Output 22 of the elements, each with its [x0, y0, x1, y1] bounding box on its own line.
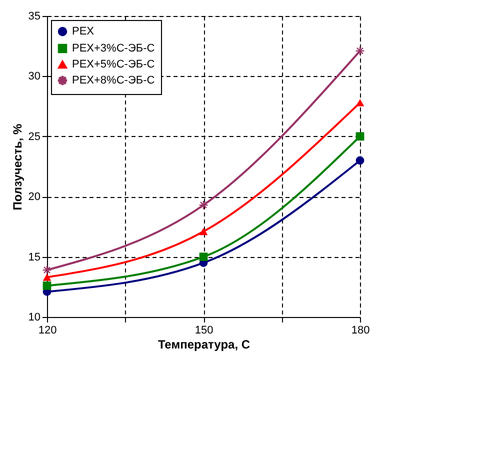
y-tick-label: 35 — [28, 10, 40, 22]
point — [356, 132, 364, 141]
point — [199, 228, 208, 236]
point — [42, 274, 52, 281]
x-tick-label: 150 — [194, 324, 214, 336]
legend-label: PEX — [72, 26, 95, 38]
y-tick-label: 15 — [28, 251, 40, 264]
point — [356, 156, 364, 165]
y-tick-label: 10 — [28, 312, 40, 324]
y-axis-title: Ползучесть, % — [10, 123, 24, 210]
point — [356, 99, 364, 106]
legend-label: PEX+5%C-ЭБ-C — [72, 58, 155, 70]
legend-label: PEX+3%C-ЭБ-C — [72, 42, 155, 54]
x-tick-label: 120 — [38, 324, 57, 336]
x-tick-label: 180 — [351, 324, 370, 336]
y-tick-label: 30 — [28, 70, 40, 83]
y-tick-label: 25 — [28, 130, 40, 143]
y-tick-label: 20 — [28, 191, 40, 204]
point — [42, 282, 52, 290]
point — [199, 252, 208, 261]
x-axis-title: Температура, С — [158, 338, 250, 352]
legend-label: PEX+8%C-ЭБ-C — [72, 74, 155, 86]
